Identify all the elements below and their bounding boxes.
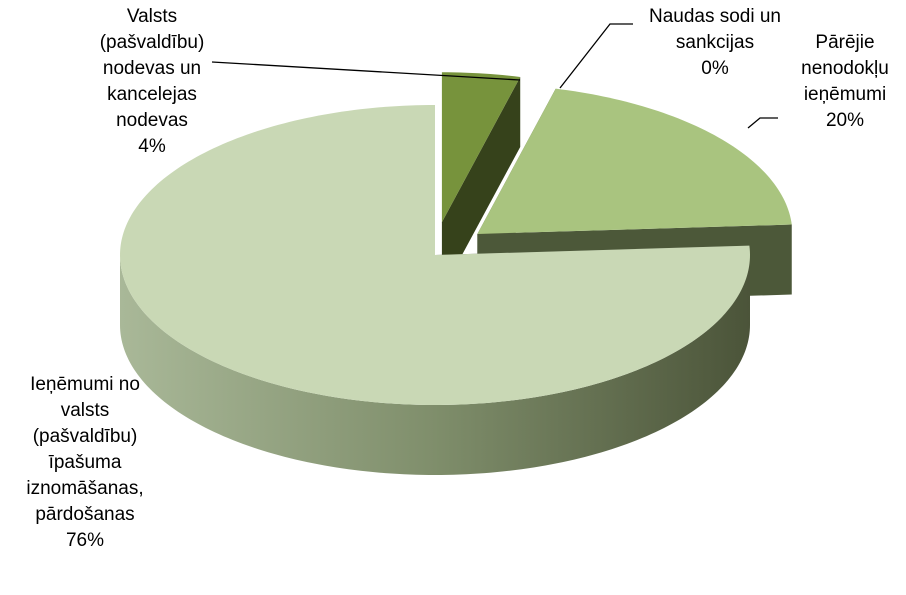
label-line: kancelejas — [107, 84, 197, 105]
label-line: Valsts — [127, 6, 177, 27]
data-label-value: 20% — [826, 110, 864, 131]
data-label-category: Pārējie nenodokļu ieņēmumi — [801, 32, 889, 105]
slice-top — [477, 88, 792, 234]
label-line: (pašvaldību) — [100, 32, 205, 53]
label-line: (pašvaldību) — [33, 426, 138, 447]
leader-line — [211, 61, 521, 81]
data-label-value: 76% — [66, 530, 104, 551]
label-line: valsts — [61, 400, 110, 421]
label-line: nodevas un — [103, 58, 201, 79]
pie-slice — [441, 72, 521, 293]
slice-top — [441, 72, 521, 223]
label-line: sankcijas — [676, 32, 754, 53]
data-label-category: Naudas sodi un sankcijas — [649, 6, 781, 53]
pie-slice — [120, 105, 750, 475]
label-line: nodevas — [116, 110, 188, 131]
label-line: īpašuma — [49, 452, 122, 473]
label-line: Ieņēmumi no — [30, 374, 140, 395]
slice-top — [120, 105, 750, 405]
label-line: Pārējie — [815, 32, 874, 53]
leader-line — [559, 23, 633, 89]
data-label-value: 4% — [138, 136, 166, 157]
leader-line — [747, 117, 778, 129]
pie — [120, 72, 792, 475]
data-label-value: 0% — [701, 58, 729, 79]
data-label-category: Ieņēmumi no valsts (pašvaldību) īpašuma izno… — [26, 374, 143, 525]
data-label-category: Valsts (pašvaldību) nodevas un kancelejas no… — [100, 6, 205, 131]
label-line: ieņēmumi — [804, 84, 886, 105]
label-line: Naudas sodi un — [649, 6, 781, 27]
label-line: pārdošanas — [35, 504, 134, 525]
slice-side — [441, 76, 521, 293]
label-line: nenodokļu — [801, 58, 889, 79]
label-line: iznomāšanas, — [26, 478, 143, 499]
slice-wall — [120, 255, 750, 475]
